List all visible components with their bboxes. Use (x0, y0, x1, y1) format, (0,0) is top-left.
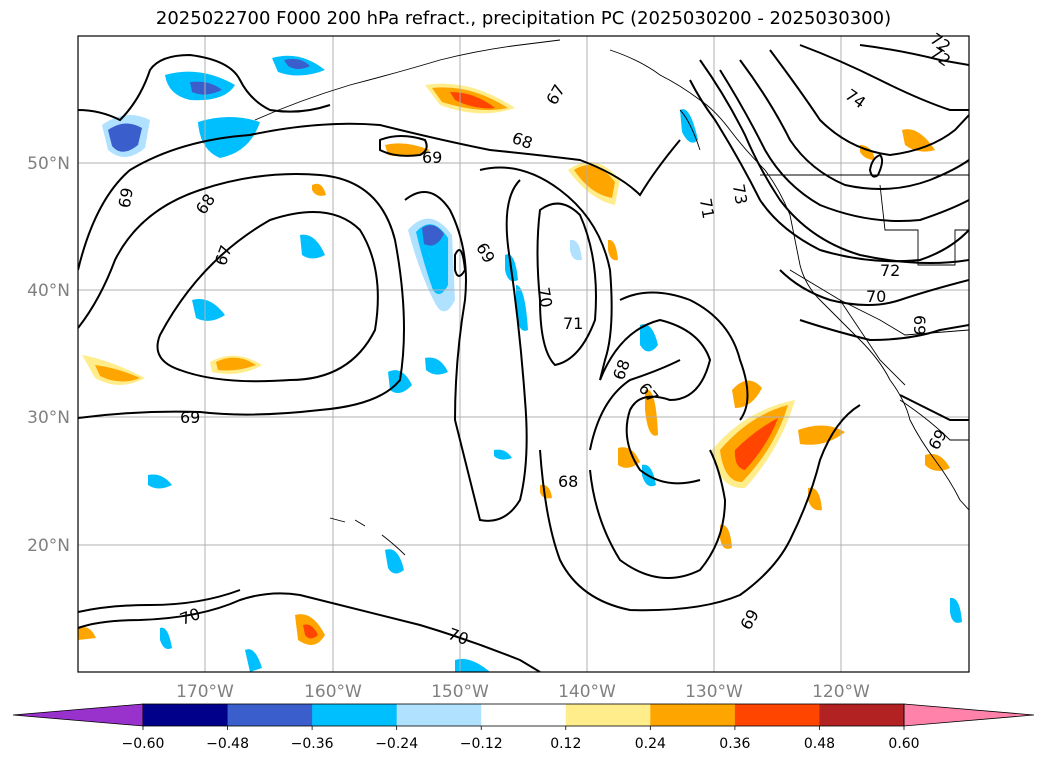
neg-patch (570, 239, 582, 261)
plot-frame (77, 35, 970, 673)
neg-patch (284, 58, 310, 69)
contour-label: 70 (446, 624, 472, 649)
colorbar-tick-label: 0.60 (888, 736, 919, 752)
colorbar-bin (143, 704, 229, 726)
pos-patch (312, 183, 326, 196)
neg-patch (516, 285, 528, 331)
contour-label: 67 (635, 379, 663, 407)
neg-patch (245, 649, 262, 672)
colorbar: −0.60 −0.48 −0.36 −0.24 −0.12 0.12 0.24 0.36 0.4… (12, 703, 1035, 752)
contour-label: 69 (115, 186, 137, 209)
pos-patch (78, 627, 96, 640)
neg-patch (385, 549, 404, 574)
contour-label: 68 (609, 357, 634, 383)
precip-shading (78, 55, 962, 672)
neg-patch (950, 597, 962, 623)
colorbar-bin (819, 704, 905, 726)
colorbar-tick-label: −0.60 (122, 736, 165, 752)
colorbar-bin (734, 704, 820, 726)
colorbar-extend-low (12, 703, 144, 727)
contour-label: 68 (558, 472, 578, 491)
lat-tick-label: 20°N (27, 536, 70, 556)
lat-tick-labels: 50°N 40°N 30°N 20°N (27, 154, 70, 556)
colorbar-bin (650, 704, 736, 726)
pos-patch (925, 453, 950, 471)
colorbar-tick-label: 0.48 (804, 736, 835, 752)
neg-patch (108, 123, 142, 152)
lon-tick-label: 160°W (304, 682, 362, 702)
contour-label: 72 (880, 261, 900, 280)
neg-patch (148, 474, 172, 489)
contour-label: 68 (510, 128, 536, 153)
contour-label: 74 (842, 85, 870, 112)
pos-patch (574, 165, 615, 198)
pos-patch (216, 357, 256, 371)
contour-label: 69 (736, 606, 763, 633)
contour-label: 68 (192, 190, 219, 218)
lon-tick-label: 120°W (812, 682, 870, 702)
contour-label: 69 (924, 426, 951, 453)
pos-patch (720, 524, 732, 549)
contour-label: 69 (180, 408, 200, 427)
neg-patch (422, 225, 444, 246)
pos-patch (95, 365, 140, 382)
contour-label: 69 (472, 239, 499, 266)
lat-tick-label: 50°N (27, 154, 70, 174)
neg-patch (425, 357, 448, 375)
lon-tick-label: 130°W (685, 682, 743, 702)
colorbar-extend-high (903, 703, 1035, 727)
lon-tick-labels: 170°W 160°W 150°W 140°W 130°W 120°W (176, 682, 870, 702)
contour-label: 69 (422, 148, 442, 167)
neg-patch (680, 109, 698, 143)
contour-label: 67 (542, 81, 569, 108)
neg-patch (640, 324, 658, 352)
contour-label: 71 (563, 314, 583, 333)
pos-patch (303, 624, 318, 639)
contour-label: 71 (696, 197, 718, 220)
colorbar-tick-label: −0.48 (206, 736, 249, 752)
lon-tick-label: 150°W (431, 682, 489, 702)
neg-patch (160, 627, 172, 649)
chart-title: 2025022700 F000 200 hPa refract., precip… (155, 8, 892, 29)
lat-tick-label: 30°N (27, 408, 70, 428)
colorbar-bin (312, 704, 398, 726)
contour-label: 70 (534, 286, 556, 309)
colorbar-bin (227, 704, 313, 726)
lon-tick-label: 140°W (558, 682, 616, 702)
colorbar-tick-label: −0.12 (460, 736, 503, 752)
pos-patch (645, 389, 658, 436)
contour-label: 70 (866, 287, 886, 306)
contour-label: 70 (177, 604, 203, 629)
colorbar-tick-label: 0.24 (635, 736, 666, 752)
colorbar-tick-label: 0.36 (719, 736, 750, 752)
contours (78, 44, 969, 672)
colorbar-tick-label: −0.24 (375, 736, 418, 752)
neg-patch (455, 658, 490, 672)
colorbar-tick-label: −0.36 (291, 736, 334, 752)
colorbar-bin (481, 704, 567, 726)
pos-patch (734, 418, 778, 470)
neg-patch (192, 299, 225, 321)
pos-patch (608, 239, 618, 261)
lat-tick-label: 40°N (27, 281, 70, 301)
colorbar-bin (565, 704, 651, 726)
colorbar-bin (396, 704, 482, 726)
contour-label: 69 (910, 315, 929, 335)
pos-patch (385, 143, 430, 157)
colorbar-tick-label: 0.12 (550, 736, 581, 752)
pos-patch (798, 425, 845, 445)
neg-patch (494, 449, 512, 460)
pos-patch (540, 484, 552, 499)
pos-patch (808, 487, 822, 511)
colorbar-frame (142, 703, 905, 727)
neg-patch (190, 81, 222, 95)
lon-tick-label: 170°W (176, 682, 234, 702)
contour-label: 73 (729, 183, 751, 206)
pos-patch (450, 92, 495, 109)
neg-patch (300, 234, 325, 259)
